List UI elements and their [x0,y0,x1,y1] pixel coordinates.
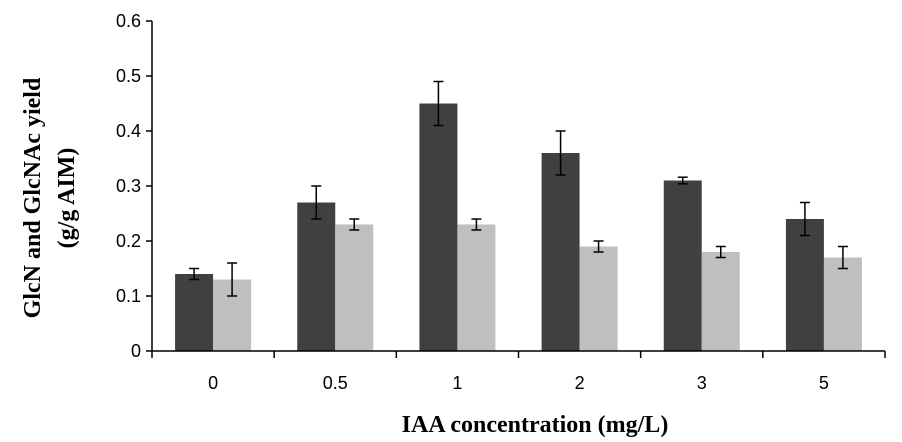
y-axis-title-line1: GlcN and GlcNAc yield [20,77,46,318]
y-axis-ticks: 0 0.1 0.2 0.3 0.4 0.5 0.6 [116,11,152,361]
bar-series-2 [335,224,374,351]
y-tick-label: 0.3 [116,176,141,196]
bar-series-1 [785,219,824,351]
x-tick-label: 0 [208,373,218,393]
x-tick-label: 2 [575,373,585,393]
y-tick-label: 0 [131,341,141,361]
bar-series-1 [663,180,702,351]
y-tick-label: 0.5 [116,66,141,86]
bar-series-2 [579,246,618,351]
y-tick-label: 0.2 [116,231,141,251]
bar-series-2 [701,252,740,351]
bar-series-1 [297,202,336,351]
plot-area [175,80,862,351]
bar-series-2 [823,257,862,351]
y-axis-title: GlcN and GlcNAc yield (g/g AIM) [20,77,80,318]
bar-series-1 [541,153,580,351]
x-tick-label: 3 [697,373,707,393]
bar-series-1 [175,274,214,351]
bar-series-2 [457,224,496,351]
y-tick-label: 0.6 [116,11,141,31]
x-tick-label: 5 [819,373,829,393]
x-tick-label: 0.5 [323,373,348,393]
x-axis-ticks: 0 0.5 1 2 3 5 [151,351,886,393]
x-axis-title: IAA concentration (mg/L) [402,412,669,438]
y-tick-label: 0.1 [116,286,141,306]
x-tick-label: 1 [452,373,462,393]
y-tick-label: 0.4 [116,121,141,141]
bar-series-1 [419,103,458,351]
y-axis-title-line2: (g/g AIM) [54,148,80,249]
